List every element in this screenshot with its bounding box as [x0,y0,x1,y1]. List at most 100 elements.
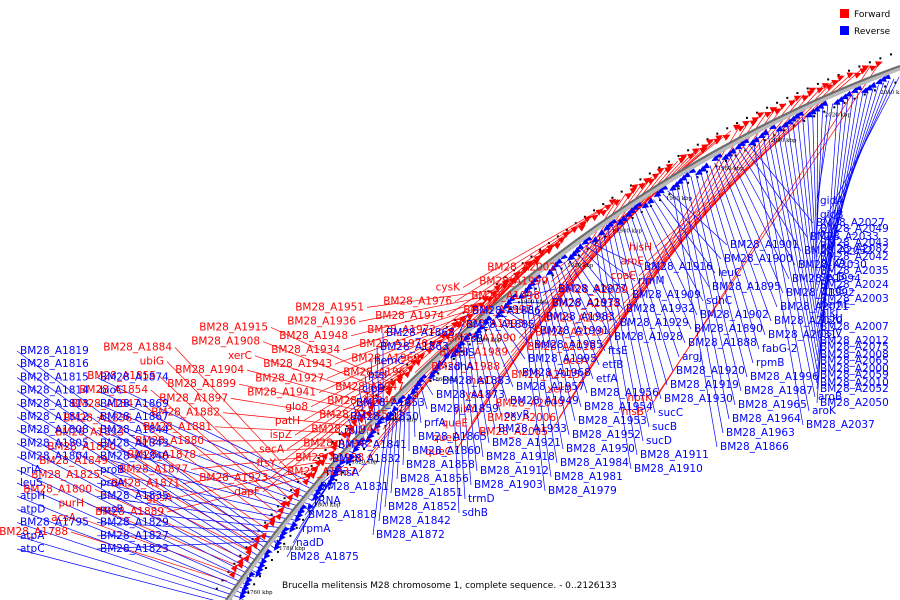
gene-label: BM28_A1941 [247,387,316,399]
gene-label: atpH [20,490,45,502]
gene-label: BM28_A1988 [431,361,500,373]
gene-label: atpD [20,503,45,515]
reverse-gene-feature [869,81,877,88]
tick-dot [468,343,471,346]
tick-dot [543,280,546,283]
gene-label: BM28_A1967 [343,367,412,379]
label-connector [96,429,311,506]
tick-dot [331,441,334,443]
tick-dot [521,262,524,265]
label-connector [704,168,760,350]
gene-label: BM28_A1933 [498,423,567,435]
reverse-gene-feature [517,292,526,300]
label-connector [567,258,612,338]
gene-label: BM28_A2002 [487,261,556,273]
gene-label: BM28_A1946 [327,395,396,407]
gene-label: BM28_A1952 [572,429,641,441]
tick-dot [277,505,280,508]
forward-gene-feature [638,183,646,190]
tick-dot [429,379,432,382]
label-connector [16,469,252,582]
tick-dot [526,294,529,297]
gene-label: BM28_A2024 [820,279,889,291]
forward-gene-feature [293,487,300,495]
label-connector [142,403,278,514]
tick-dot [696,176,699,179]
reverse-gene-feature [365,436,373,444]
label-connector [378,415,391,522]
gene-label: BM28_A1983 [546,311,615,323]
label-connector [278,362,415,464]
reverse-gene-feature [458,339,466,347]
gene-label: patH [275,415,300,427]
gene-label: BM28_A1969 [351,352,420,364]
gene-label: BM28_A1832 [332,453,401,465]
gene-label: BM28_A2019 [535,327,604,339]
tick-dot [406,363,409,366]
reverse-gene-feature [387,410,395,418]
forward-gene-feature [579,221,587,229]
gene-label: BM28_A1882 [151,407,220,419]
tick-dot [890,53,892,56]
label-connector [816,94,854,362]
forward-gene-feature [443,332,452,340]
gene-label: rpmB [756,357,784,369]
gene-label: BM28_A1948 [279,330,348,342]
tick-dot [484,329,487,332]
label-connector [782,126,818,342]
forward-gene-feature [562,231,570,239]
label-connector [454,198,618,453]
reverse-gene-feature [715,151,723,158]
gene-label: BM28_A2031 [768,329,837,341]
reverse-gene-feature [367,432,375,440]
tick-label: 1780 kbp [279,546,306,552]
gene-label: sdhA [448,361,475,373]
tick-dot [429,341,432,343]
forward-gene-feature [302,478,310,486]
label-connector [576,251,624,310]
gene-label: proA [100,477,125,489]
gene-label: sucD [646,435,672,447]
forward-gene-feature [756,112,765,119]
reverse-gene-feature [785,118,793,125]
reverse-gene-feature [669,184,677,191]
reverse-gene-feature [462,334,470,342]
forward-gene-feature [447,326,455,334]
gene-label: BM28_A1886 [472,305,541,317]
tick-dot [445,365,447,368]
gene-label: etfA [596,373,618,385]
label-connector [451,355,460,514]
forward-gene-feature [268,515,276,524]
label-connector [491,319,520,374]
tick-dot [321,495,324,497]
label-connector [350,302,482,337]
reverse-gene-feature [412,384,420,392]
label-connector [700,170,754,364]
gene-label: BM28_A1895 [712,281,781,293]
label-connector [767,134,818,384]
gene-label: BM28_A1833 [55,427,124,439]
forward-gene-feature [470,303,479,311]
tick-dot [270,559,273,561]
label-connector [467,340,484,458]
reverse-gene-feature [273,543,281,551]
gene-label: BM28_A1890 [694,323,763,335]
label-connector [302,342,437,422]
reverse-gene-feature [433,363,441,371]
reverse-gene-feature [734,143,743,150]
gene-label: BM28_A2050 [820,397,889,409]
tick-dot [534,287,537,290]
tick-dot [437,372,440,375]
tick-dot [551,274,554,277]
forward-gene-feature [368,400,376,408]
gene-label: hprK [627,392,653,404]
gene-label: BM28_A1813 [20,398,89,410]
label-connector [816,76,900,236]
reverse-gene-feature [409,388,417,396]
reverse-gene-feature [725,150,733,157]
gene-label: atpA [20,530,45,542]
reverse-gene-feature [591,236,599,243]
tick-dot [277,550,279,553]
tick-label: 2040 kbp [880,90,900,96]
gene-label: BM28_A1836 [63,412,132,424]
